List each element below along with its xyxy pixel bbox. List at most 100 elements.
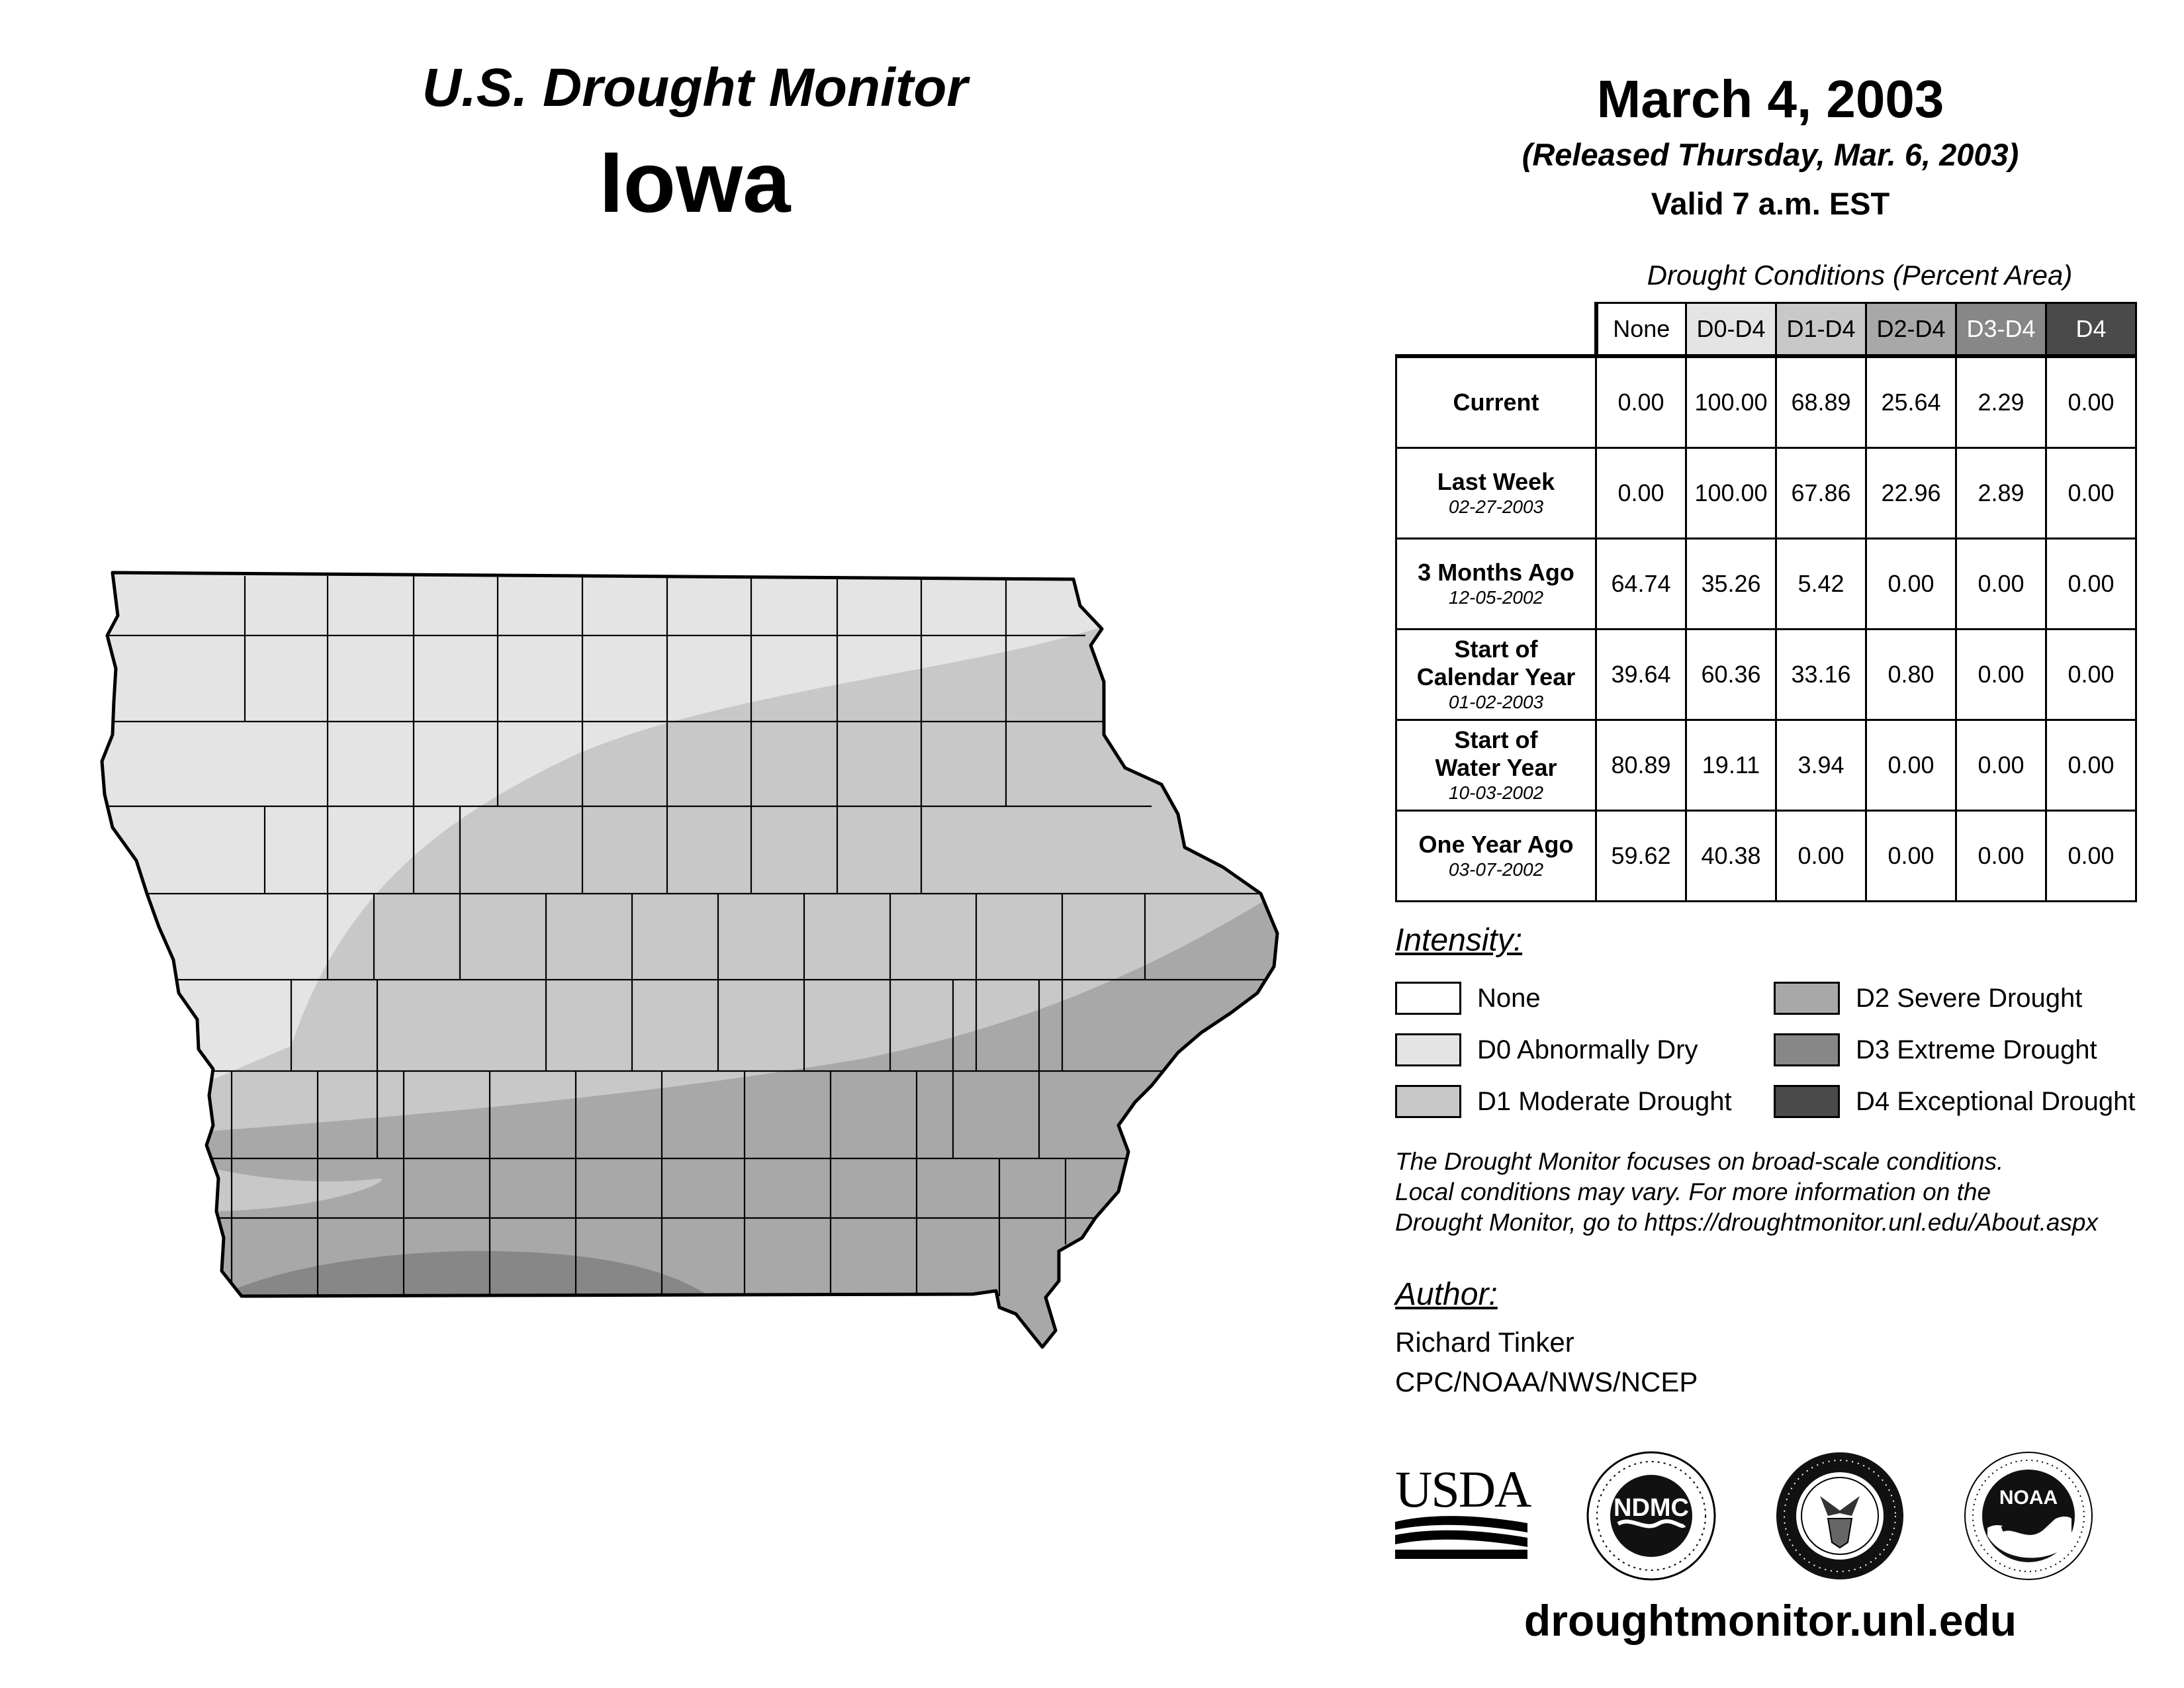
noaa-label: NOAA — [1999, 1487, 2058, 1509]
table-corner — [1396, 303, 1598, 358]
iowa-state-outline — [100, 571, 1279, 1349]
legend-swatch — [1774, 1085, 1840, 1118]
table-row: Start of Water Year 10-03-2002 80.89 19.11… — [1395, 719, 2137, 812]
legend-label: D4 Exceptional Drought — [1856, 1086, 2136, 1116]
legend-swatch — [1395, 1085, 1461, 1118]
cell-value: 2.89 — [1955, 447, 2047, 539]
county-boundaries — [106, 576, 1264, 1296]
table-caption: Drought Conditions (Percent Area) — [1647, 259, 2073, 291]
cell-value: 22.96 — [1865, 447, 1957, 539]
row-date: 12-05-2002 — [1448, 587, 1544, 608]
drought-conditions-table: None D0-D4 D1-D4 D2-D4 D3-D4 D4 Current … — [1395, 302, 2137, 902]
legend-swatch — [1395, 982, 1461, 1015]
legend-label: D0 Abnormally Dry — [1477, 1035, 1698, 1064]
legend-label: None — [1477, 983, 1541, 1013]
legend-item-d4: D4 Exceptional Drought — [1774, 1080, 2135, 1123]
cell-value: 19.11 — [1685, 719, 1777, 812]
cell-value: 0.00 — [1955, 538, 2047, 630]
cell-value: 0.00 — [1595, 447, 1687, 539]
disclaimer-note: The Drought Monitor focuses on broad-sca… — [1395, 1147, 2183, 1238]
cell-value: 0.00 — [2045, 447, 2137, 539]
legend-label: D2 Severe Drought — [1856, 983, 2083, 1013]
cell-value: 0.00 — [1955, 719, 2047, 812]
map-d3-area — [218, 1250, 711, 1297]
note-line: The Drought Monitor focuses on broad-sca… — [1395, 1148, 2004, 1175]
cell-value: 0.00 — [1595, 355, 1687, 449]
usda-wordmark: USDA — [1395, 1460, 1531, 1518]
row-label: Current — [1395, 355, 1597, 449]
legend-item-none: None — [1395, 977, 1541, 1019]
cell-value: 0.80 — [1865, 628, 1957, 721]
commerce-seal-icon — [1776, 1452, 1903, 1579]
cell-value: 39.64 — [1595, 628, 1687, 721]
usda-swoosh-icon — [1395, 1516, 1527, 1559]
row-date: 10-03-2002 — [1448, 782, 1544, 803]
state-name: Iowa — [599, 134, 791, 230]
cell-value: 0.00 — [1775, 810, 1867, 902]
legend-swatch — [1395, 1033, 1461, 1066]
col-header-d0-d4: D0-D4 — [1685, 302, 1777, 358]
row-date: 03-07-2002 — [1448, 859, 1544, 880]
cell-value: 0.00 — [2045, 719, 2137, 812]
row-label: 3 Months Ago 12-05-2002 — [1395, 538, 1597, 630]
cell-value: 100.00 — [1685, 447, 1777, 539]
col-header-none: None — [1595, 302, 1687, 358]
author-org: CPC/NOAA/NWS/NCEP — [1395, 1366, 1698, 1397]
row-date: 02-27-2003 — [1448, 496, 1544, 517]
usda-logo: USDA — [1395, 1460, 1531, 1559]
note-line: Local conditions may vary. For more info… — [1395, 1178, 1991, 1205]
cell-value: 5.42 — [1775, 538, 1867, 630]
col-header-d1-d4: D1-D4 — [1775, 302, 1867, 358]
cell-value: 80.89 — [1595, 719, 1687, 812]
valid-time: Valid 7 a.m. EST — [1651, 186, 1890, 221]
cell-value: 0.00 — [1955, 810, 2047, 902]
row-date: 01-02-2003 — [1448, 692, 1544, 712]
cell-value: 0.00 — [2045, 355, 2137, 449]
legend-item-d1: D1 Moderate Drought — [1395, 1080, 1732, 1123]
legend-item-d2: D2 Severe Drought — [1774, 977, 2082, 1019]
cell-value: 3.94 — [1775, 719, 1867, 812]
cell-value: 2.29 — [1955, 355, 2047, 449]
legend-item-d0: D0 Abnormally Dry — [1395, 1029, 1698, 1071]
website-link[interactable]: droughtmonitor.unl.edu — [1524, 1596, 2017, 1645]
table-row: Current 0.00 100.00 68.89 25.64 2.29 0.0… — [1395, 355, 2137, 449]
legend-item-d3: D3 Extreme Drought — [1774, 1029, 2097, 1071]
cell-value: 0.00 — [2045, 810, 2137, 902]
cell-value: 0.00 — [1865, 538, 1957, 630]
legend-swatch — [1774, 982, 1840, 1015]
row-label: One Year Ago 03-07-2002 — [1395, 810, 1597, 902]
table-row: 3 Months Ago 12-05-2002 64.74 35.26 5.42 … — [1395, 538, 2137, 630]
cell-value: 0.00 — [1865, 810, 1957, 902]
table-row: Last Week 02-27-2003 0.00 100.00 67.86 22… — [1395, 447, 2137, 539]
cell-value: 0.00 — [1865, 719, 1957, 812]
author-name: Richard Tinker — [1395, 1327, 1574, 1358]
noaa-seal-icon: NOAA — [1964, 1452, 2093, 1580]
release-date: (Released Thursday, Mar. 6, 2003) — [1522, 137, 2019, 172]
cell-value: 100.00 — [1685, 355, 1777, 449]
table-row: Start of Calendar Year 01-02-2003 39.64 60… — [1395, 628, 2137, 721]
map-d1-lens — [199, 1165, 383, 1211]
cell-value: 35.26 — [1685, 538, 1777, 630]
cell-value: 33.16 — [1775, 628, 1867, 721]
cell-value: 25.64 — [1865, 355, 1957, 449]
legend-swatch — [1774, 1033, 1840, 1066]
cell-value: 67.86 — [1775, 447, 1867, 539]
cell-value: 0.00 — [2045, 628, 2137, 721]
iowa-drought-map — [100, 571, 1279, 1349]
cell-value: 64.74 — [1595, 538, 1687, 630]
table-row: One Year Ago 03-07-2002 59.62 40.38 0.00 … — [1395, 810, 2137, 902]
map-date: March 4, 2003 — [1596, 70, 1944, 128]
col-header-d2-d4: D2-D4 — [1865, 302, 1957, 358]
map-title: U.S. Drought Monitor — [422, 58, 968, 118]
cell-value: 40.38 — [1685, 810, 1777, 902]
col-header-d3-d4: D3-D4 — [1955, 302, 2047, 358]
note-line: Drought Monitor, go to https://droughtmo… — [1395, 1209, 2098, 1236]
cell-value: 59.62 — [1595, 810, 1687, 902]
col-header-d4: D4 — [2045, 302, 2137, 358]
cell-value: 60.36 — [1685, 628, 1777, 721]
legend-label: D3 Extreme Drought — [1856, 1035, 2097, 1064]
legend-title: Intensity: — [1395, 923, 1523, 958]
row-label: Start of Calendar Year 01-02-2003 — [1395, 628, 1597, 721]
cell-value: 0.00 — [1955, 628, 2047, 721]
cell-value: 0.00 — [2045, 538, 2137, 630]
